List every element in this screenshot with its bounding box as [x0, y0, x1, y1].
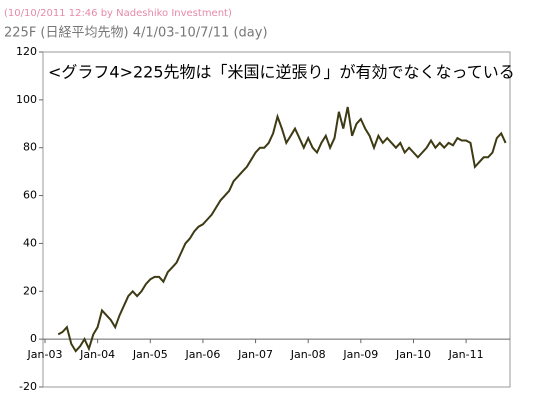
x-tick-label: Jan-06 [184, 348, 220, 361]
x-tick-label: Jan-07 [237, 348, 273, 361]
x-tick-label: Jan-10 [395, 348, 431, 361]
chart-title: <グラフ4>225先物は「米国に逆張り」が有効でなくなっている [48, 63, 515, 82]
y-tick-label: 60 [23, 189, 37, 202]
stamp: (10/10/2011 12:46 by Nadeshiko Investmen… [4, 8, 232, 19]
x-tick-label: Jan-04 [79, 348, 115, 361]
y-tick-label: 100 [16, 93, 37, 106]
y-tick-label: 0 [30, 332, 37, 345]
x-tick-label: Jan-05 [132, 348, 168, 361]
x-tick-label: Jan-03 [27, 348, 63, 361]
y-tick-label: 20 [23, 284, 37, 297]
y-tick-label: 120 [16, 45, 37, 58]
y-tick-label: -20 [19, 380, 37, 393]
subtitle: 225F (日経平均先物) 4/1/03-10/7/11 (day) [4, 26, 268, 41]
line [57, 106, 507, 353]
y-tick-label: 80 [23, 141, 37, 154]
plot-area [42, 51, 511, 388]
x-tick-label: Jan-11 [448, 348, 484, 361]
x-tick-label: Jan-09 [342, 348, 378, 361]
y-tick-label: 40 [23, 236, 37, 249]
x-tick-label: Jan-08 [290, 348, 326, 361]
